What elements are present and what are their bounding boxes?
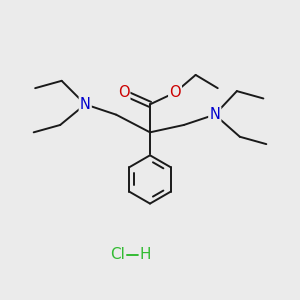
Text: O: O <box>169 85 181 100</box>
Text: H: H <box>140 247 151 262</box>
Text: Cl: Cl <box>110 247 125 262</box>
Text: N: N <box>209 107 220 122</box>
Text: O: O <box>118 85 129 100</box>
Text: N: N <box>80 97 91 112</box>
